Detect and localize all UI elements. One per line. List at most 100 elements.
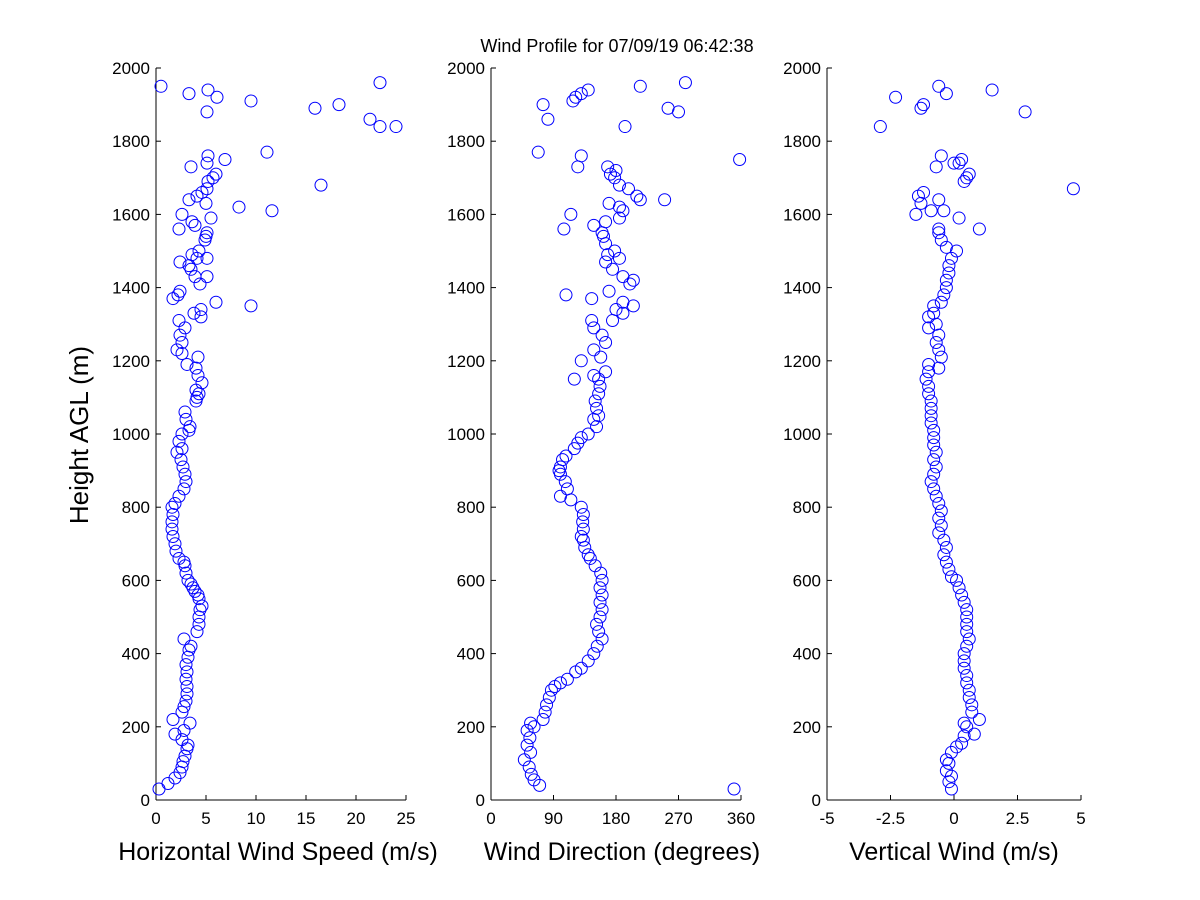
data-point xyxy=(937,288,951,302)
data-point xyxy=(175,442,189,456)
data-point xyxy=(593,595,607,609)
y-axis-label: Height AGL (m) xyxy=(64,346,94,524)
data-point xyxy=(965,705,979,719)
data-point xyxy=(678,76,692,90)
data-point xyxy=(932,193,946,207)
data-point xyxy=(592,625,606,639)
data-point xyxy=(166,529,180,543)
y-tick-label: 200 xyxy=(793,718,821,737)
data-point xyxy=(389,120,403,134)
data-point xyxy=(609,163,623,177)
y-tick-label: 0 xyxy=(812,791,821,810)
data-point xyxy=(939,273,953,287)
data-point xyxy=(587,647,601,661)
data-point xyxy=(960,720,974,734)
x-tick-label: -5 xyxy=(819,809,834,828)
data-point xyxy=(195,599,209,613)
data-point xyxy=(934,504,948,518)
chart-title: Wind Profile for 07/09/19 06:42:38 xyxy=(480,36,753,56)
data-point xyxy=(308,101,322,115)
data-point xyxy=(942,266,956,280)
data-point xyxy=(588,394,602,408)
y-tick-label: 800 xyxy=(457,498,485,517)
data-point xyxy=(172,314,186,328)
data-point xyxy=(960,625,974,639)
data-point xyxy=(541,112,555,126)
data-point xyxy=(622,182,635,196)
data-point xyxy=(616,306,630,320)
data-point xyxy=(581,427,595,441)
data-point xyxy=(201,83,215,97)
data-point xyxy=(200,226,214,240)
data-point xyxy=(972,222,986,236)
data-point xyxy=(173,255,187,269)
data-point xyxy=(210,90,224,104)
data-point xyxy=(960,676,974,690)
data-point xyxy=(527,720,541,734)
data-point xyxy=(191,368,205,382)
y-tick-label: 2000 xyxy=(783,59,821,78)
data-point xyxy=(558,475,572,489)
data-point xyxy=(581,83,595,97)
panel-wind-direction: 0 200 400 600 800 1000 1200 1400 1600 1800 2000 0 90… xyxy=(447,59,760,866)
data-point xyxy=(182,193,196,207)
data-point xyxy=(927,423,941,437)
data-point xyxy=(184,262,198,276)
data-point xyxy=(183,420,197,434)
data-point xyxy=(944,782,958,796)
data-point xyxy=(524,767,538,781)
data-point xyxy=(609,303,623,317)
data-point xyxy=(612,251,626,265)
data-point xyxy=(189,361,203,375)
data-point xyxy=(957,647,971,661)
data-point xyxy=(599,237,613,251)
y-tick-label: 600 xyxy=(122,571,150,590)
x-tick-label: -2.5 xyxy=(876,809,905,828)
data-point xyxy=(960,603,974,617)
data-point xyxy=(939,753,953,767)
data-point xyxy=(566,94,580,108)
data-point xyxy=(955,736,969,750)
data-point xyxy=(583,551,597,565)
x-tick-label: 5 xyxy=(1076,809,1085,828)
data-point xyxy=(585,314,599,328)
data-point xyxy=(576,515,590,529)
data-point xyxy=(972,712,986,726)
data-point xyxy=(542,691,556,705)
data-point xyxy=(630,189,644,203)
data-point xyxy=(557,222,571,236)
data-point xyxy=(929,489,943,503)
data-point xyxy=(587,368,601,382)
data-point xyxy=(574,431,588,445)
panel-vertical-wind: 0 200 400 600 800 1000 1200 1400 1600 1800 2000 -5 -… xyxy=(783,59,1086,866)
data-point xyxy=(962,683,976,697)
y-tick-label: 1400 xyxy=(447,279,485,298)
data-point xyxy=(178,467,192,481)
data-point xyxy=(914,101,928,115)
data-point xyxy=(929,317,943,331)
y-tick-label: 600 xyxy=(457,571,485,590)
data-point xyxy=(922,379,936,393)
data-point xyxy=(576,508,590,522)
y-tick-label: 200 xyxy=(457,718,485,737)
data-point xyxy=(733,153,747,166)
data-point xyxy=(177,700,191,714)
y-tick-label: 0 xyxy=(476,791,485,810)
data-point xyxy=(200,251,214,265)
y-tick-label: 1200 xyxy=(112,352,150,371)
data-point xyxy=(727,782,741,796)
data-point xyxy=(932,497,946,511)
data-point xyxy=(587,218,601,232)
data-point xyxy=(594,350,608,364)
data-point xyxy=(200,270,214,284)
data-point xyxy=(165,515,179,529)
data-point xyxy=(559,288,573,302)
data-point xyxy=(184,639,198,653)
data-point xyxy=(585,292,599,306)
data-point xyxy=(173,328,187,342)
data-point xyxy=(168,727,182,741)
data-point xyxy=(192,244,206,258)
data-point xyxy=(957,595,971,609)
data-point xyxy=(606,262,620,276)
data-point xyxy=(606,314,620,328)
